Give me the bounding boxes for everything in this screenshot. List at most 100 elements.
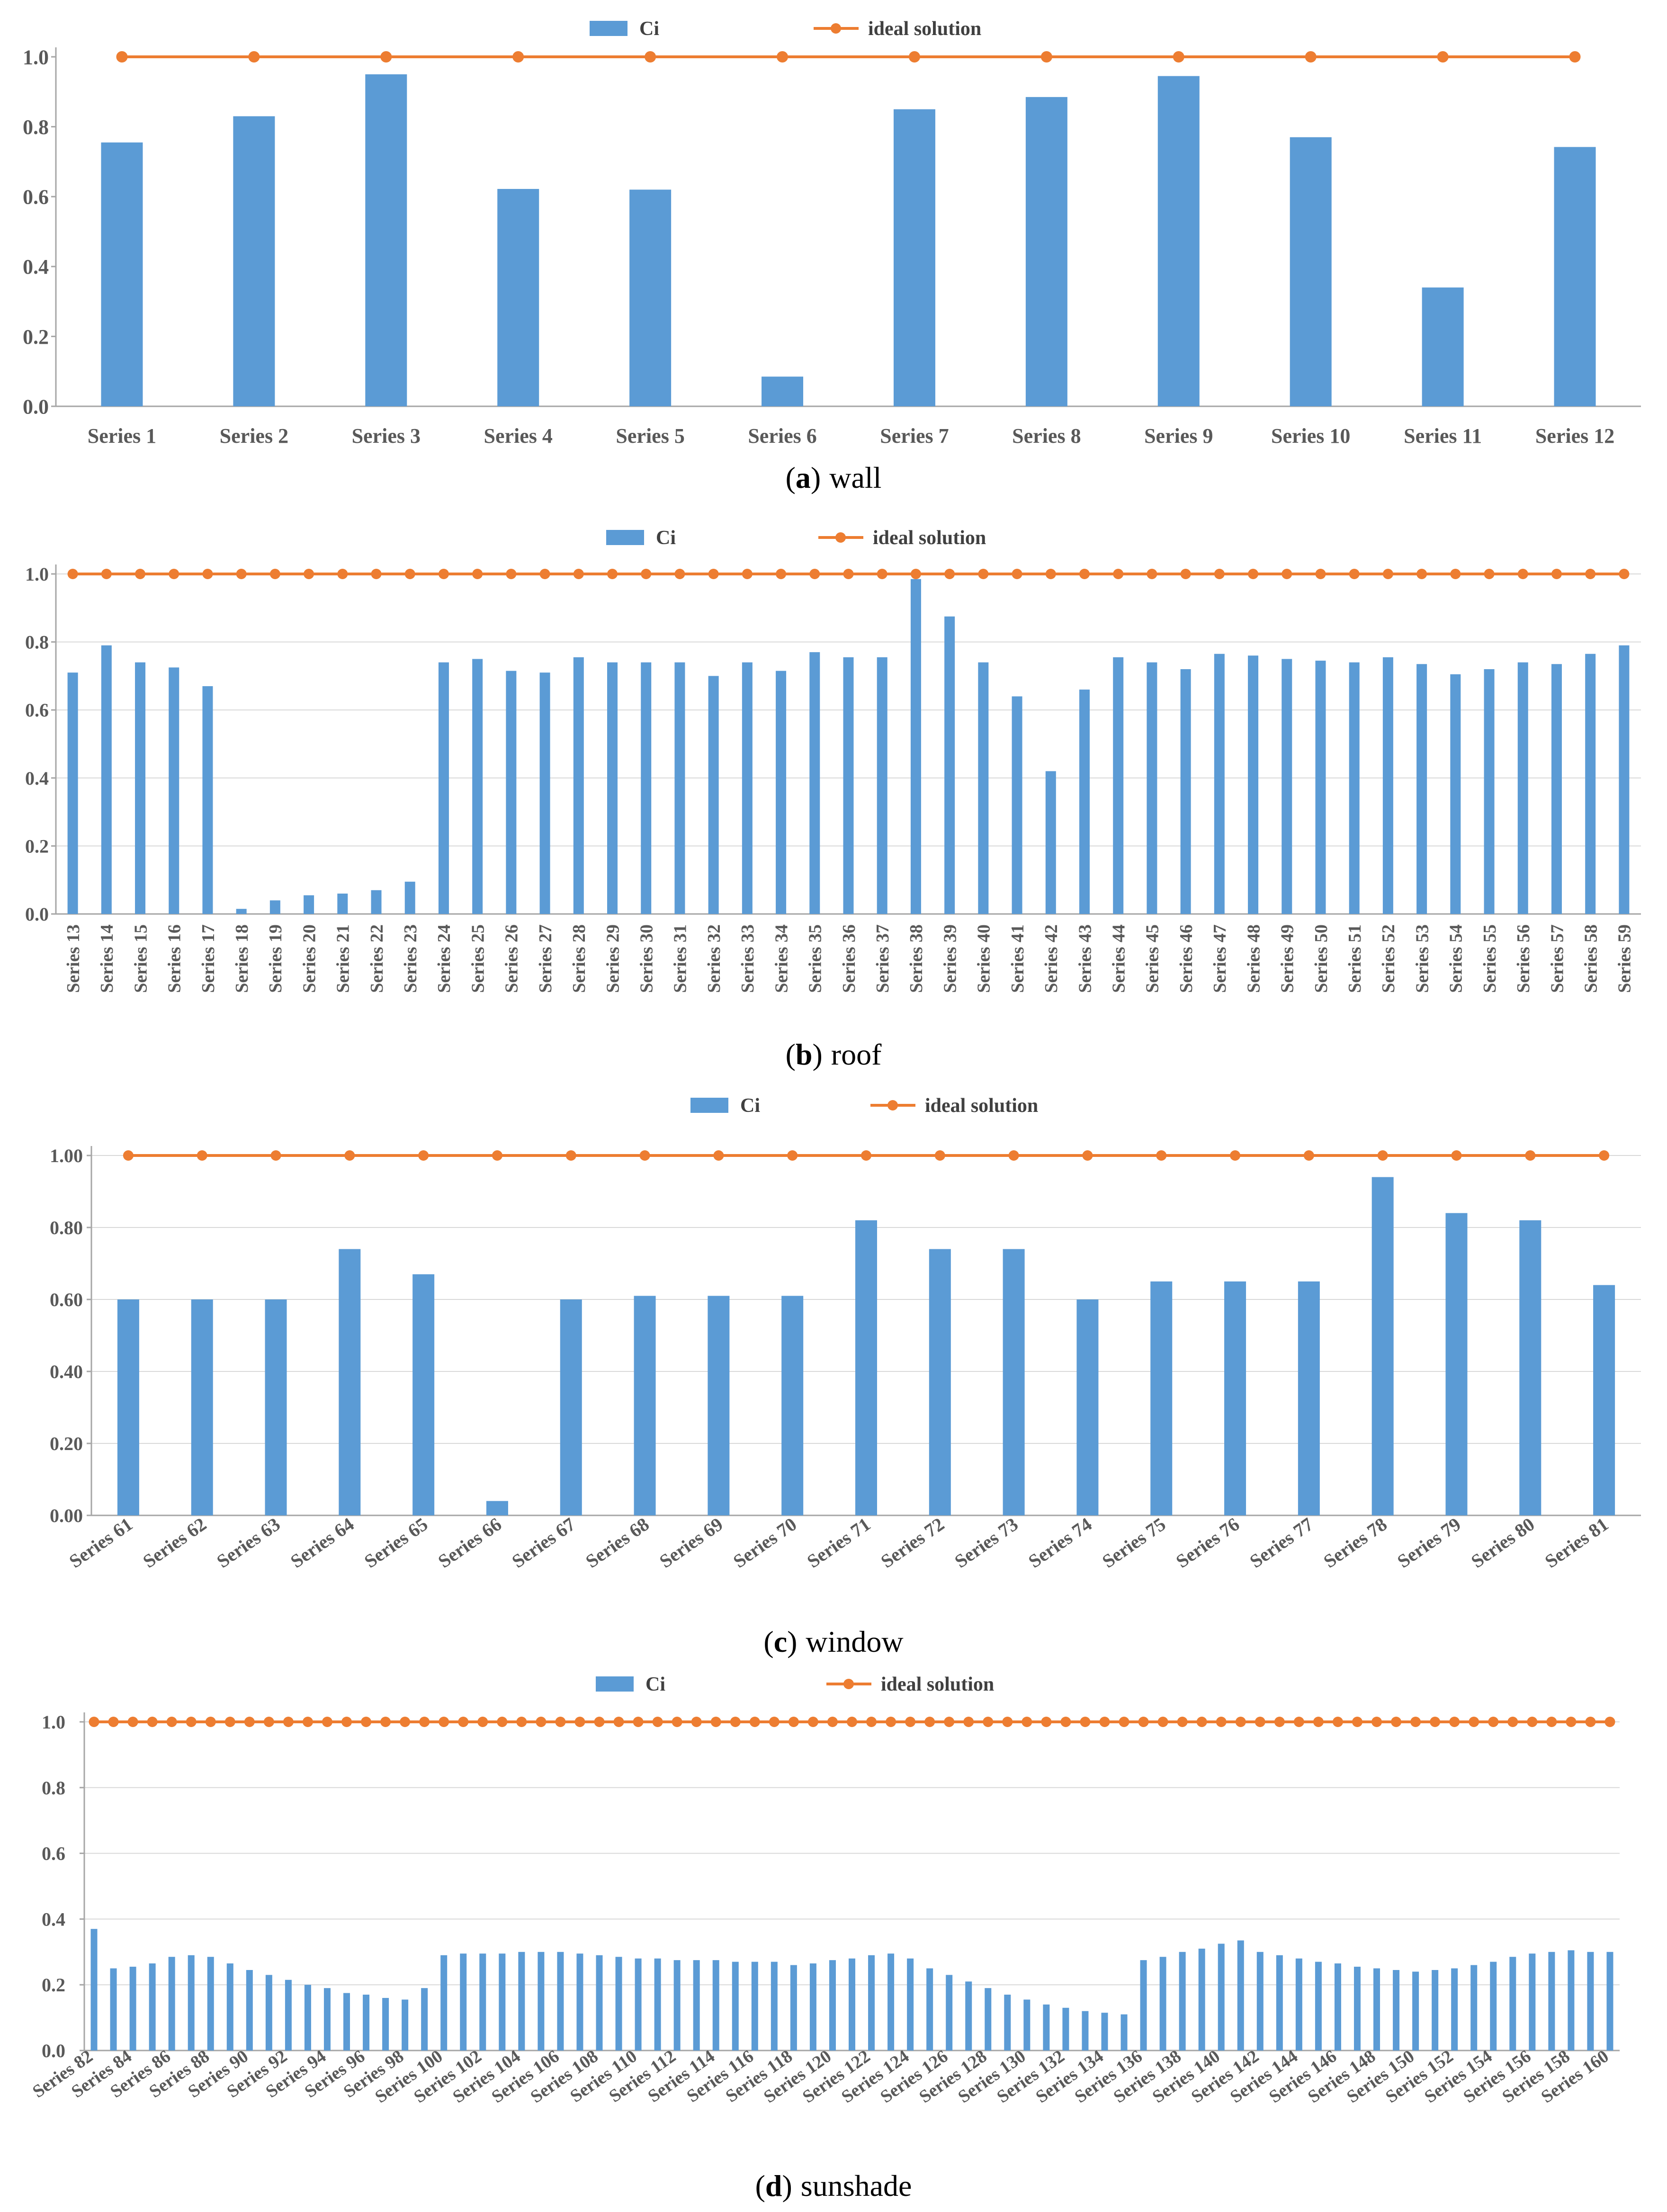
- x-tick-label: Series 7: [880, 424, 949, 448]
- bar-series-39: [944, 616, 955, 914]
- ideal-solution-marker: [418, 1150, 429, 1161]
- ideal-solution-marker: [1196, 1717, 1207, 1727]
- x-tick-label: Series 45: [1143, 924, 1163, 993]
- ideal-solution-marker: [1008, 1150, 1019, 1161]
- x-tick-label: Series 14: [97, 924, 117, 993]
- ideal-solution-marker: [1484, 569, 1495, 579]
- ideal-solution-marker: [1255, 1717, 1265, 1727]
- x-tick-label: Series 38: [906, 924, 926, 993]
- ideal-solution-marker: [283, 1717, 294, 1727]
- bar-series-136: [1140, 1960, 1147, 2051]
- bar-series-77: [1298, 1281, 1320, 1515]
- ideal-solution-marker: [101, 569, 112, 579]
- ideal-solution-marker: [1230, 1150, 1241, 1161]
- legend-label-ci: Ci: [645, 1674, 665, 1695]
- bar-series-57: [1551, 664, 1562, 914]
- bar-series-114: [712, 1960, 719, 2051]
- bar-series-109: [615, 1957, 622, 2051]
- ideal-solution-marker: [1080, 1717, 1091, 1727]
- ideal-solution-marker: [361, 1717, 372, 1727]
- y-tick-label: 0.00: [50, 1505, 83, 1526]
- x-tick-label: Series 27: [536, 924, 556, 993]
- ideal-solution-marker: [924, 1717, 935, 1727]
- x-tick-label: Series 11: [1404, 424, 1482, 448]
- bar-series-42: [1045, 771, 1056, 914]
- bar-series-132: [1062, 2007, 1069, 2051]
- legend: Ci ideal solution: [606, 527, 986, 549]
- ideal-solution-marker: [1332, 1717, 1343, 1727]
- ideal-solution-marker: [270, 1150, 281, 1161]
- ideal-solution-marker: [197, 1150, 207, 1161]
- ideal-solution-marker: [202, 569, 213, 579]
- ideal-solution-marker: [322, 1717, 332, 1727]
- bar-series-72: [929, 1249, 951, 1515]
- bar-series-125: [926, 1968, 933, 2051]
- ideal-solution-marker: [263, 1717, 274, 1727]
- ideal-solution-marker: [565, 1150, 576, 1161]
- x-tick-label: Series 1: [88, 424, 156, 448]
- bar-series-43: [1079, 690, 1090, 914]
- ideal-solution-marker: [594, 1717, 605, 1727]
- ideal-solution-marker: [1488, 1717, 1499, 1727]
- ideal-solution-marker: [1293, 1717, 1304, 1727]
- caption-text: sunshade: [801, 2169, 912, 2203]
- ideal-solution-marker: [983, 1717, 994, 1727]
- bar-series-154: [1490, 1961, 1497, 2051]
- ideal-solution-marker: [1585, 1717, 1596, 1727]
- legend-swatch-ci: [606, 530, 644, 545]
- bar-series-90: [246, 1970, 253, 2051]
- bar-series-98: [402, 1999, 409, 2051]
- ideal-solution-marker: [905, 1717, 916, 1727]
- bar-series-41: [1012, 696, 1022, 914]
- y-tick-label: 0.6: [25, 699, 49, 721]
- x-tick-label: Series 47: [1210, 924, 1230, 993]
- y-tick-label: 0.20: [50, 1433, 83, 1454]
- bar-series-105: [538, 1952, 545, 2051]
- ideal-solution-marker: [248, 51, 260, 63]
- legend-label-ideal: ideal solution: [925, 1095, 1038, 1117]
- bar-series-145: [1315, 1961, 1322, 2051]
- ideal-solution-marker: [1451, 1150, 1462, 1161]
- ideal-solution-marker: [123, 1150, 134, 1161]
- ideal-solution-marker: [787, 1150, 798, 1161]
- ideal-solution-marker: [344, 1150, 355, 1161]
- x-tick-label: Series 30: [637, 924, 657, 993]
- x-tick-label: Series 13: [63, 924, 83, 993]
- ideal-solution-marker: [1507, 1717, 1518, 1727]
- bar-series-81: [1593, 1285, 1615, 1515]
- x-tick-label: Series 25: [468, 924, 488, 993]
- legend-label-ideal: ideal solution: [868, 18, 981, 40]
- ideal-solution-marker: [108, 1717, 119, 1727]
- bar-series-79: [1445, 1213, 1468, 1515]
- x-tick-label: Series 19: [266, 924, 286, 993]
- ideal-solution-marker: [1173, 51, 1184, 63]
- ideal-solution-marker: [341, 1717, 352, 1727]
- ideal-solution-marker: [1041, 1717, 1052, 1727]
- legend-swatch-ci: [590, 21, 627, 36]
- x-tick-label: Series 31: [671, 924, 690, 993]
- x-tick-label: Series 9: [1144, 424, 1213, 448]
- bar-series-127: [965, 1981, 972, 2051]
- bar-series-44: [1113, 657, 1124, 914]
- bar-series-159: [1587, 1952, 1594, 2051]
- legend-swatch-ci: [596, 1676, 634, 1692]
- x-tick-label: Series 24: [434, 924, 454, 993]
- ideal-solution-marker: [1546, 1717, 1557, 1727]
- bar-series-14: [101, 645, 112, 914]
- ideal-solution-marker: [777, 51, 789, 63]
- bar-series-76: [1224, 1281, 1246, 1515]
- bar-series-160: [1606, 1952, 1613, 2051]
- bar-series-88: [207, 1957, 214, 2051]
- ideal-solution-marker: [1119, 1717, 1129, 1727]
- ideal-solution-marker: [827, 1717, 838, 1727]
- bar-series-153: [1470, 1965, 1478, 2051]
- ideal-solution-marker: [944, 1717, 955, 1727]
- ideal-solution-marker: [866, 1717, 877, 1727]
- bar-series-137: [1159, 1957, 1166, 2051]
- ideal-solution-marker: [419, 1717, 430, 1727]
- bar-series-110: [635, 1958, 642, 2051]
- bar-series-107: [576, 1953, 583, 2051]
- ideal-solution-marker: [1099, 1717, 1110, 1727]
- bar-series-20: [304, 895, 314, 914]
